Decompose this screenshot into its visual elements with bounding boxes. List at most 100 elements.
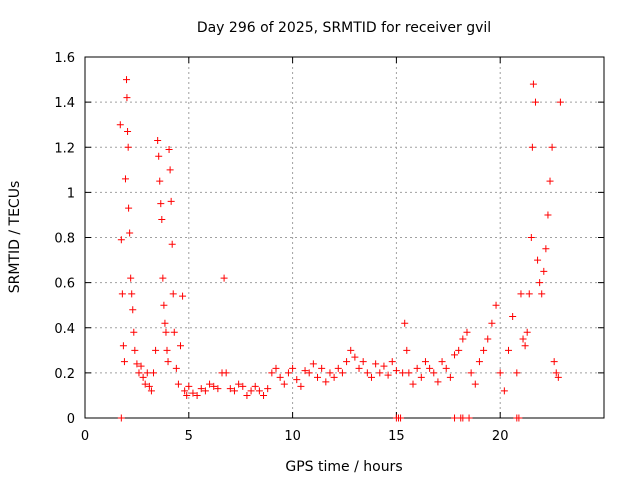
x-tick-label: 0 <box>81 429 89 444</box>
data-point <box>131 346 139 354</box>
data-point <box>162 328 170 336</box>
data-point <box>124 127 132 135</box>
data-point <box>322 378 330 386</box>
data-point <box>403 346 411 354</box>
data-point <box>546 177 554 185</box>
data-point <box>226 385 234 393</box>
data-point <box>189 389 197 397</box>
data-point <box>515 414 523 422</box>
data-point <box>179 292 187 300</box>
data-point <box>155 152 163 160</box>
data-point <box>117 236 125 244</box>
data-point <box>161 319 169 327</box>
data-point <box>154 136 162 144</box>
data-point <box>488 319 496 327</box>
data-point <box>392 367 400 375</box>
data-point <box>124 143 132 151</box>
chart-title: Day 296 of 2025, SRMTID for receiver gvi… <box>197 20 491 36</box>
data-point <box>426 364 434 372</box>
x-tick-label: 15 <box>388 429 405 444</box>
data-point <box>272 364 280 372</box>
data-point <box>169 290 177 298</box>
data-point <box>397 414 405 422</box>
data-point <box>128 290 136 298</box>
data-point <box>118 290 126 298</box>
data-point <box>480 346 488 354</box>
data-point <box>129 306 137 314</box>
data-point <box>160 301 168 309</box>
data-point <box>264 385 272 393</box>
data-point <box>152 346 160 354</box>
y-tick-label: 0.8 <box>54 232 75 247</box>
data-point <box>293 376 301 384</box>
data-point <box>484 335 492 343</box>
data-point <box>176 342 184 350</box>
data-point <box>133 360 141 368</box>
data-point <box>314 373 322 381</box>
data-point <box>343 358 351 366</box>
x-axis-label: GPS time / hours <box>285 459 402 475</box>
data-point <box>542 245 550 253</box>
data-point <box>183 391 191 399</box>
y-tick-label: 1.6 <box>54 51 75 66</box>
data-point <box>174 380 182 388</box>
data-point <box>164 358 172 366</box>
data-point <box>297 382 305 390</box>
data-point <box>355 364 363 372</box>
data-point <box>214 385 222 393</box>
data-point <box>430 369 438 377</box>
data-point <box>201 387 209 395</box>
y-axis-label: SRMTID / TECUs <box>7 181 23 294</box>
data-point <box>156 177 164 185</box>
data-point <box>251 382 259 390</box>
data-point <box>247 387 255 395</box>
data-point <box>172 364 180 372</box>
data-point <box>552 369 560 377</box>
data-point <box>363 369 371 377</box>
data-point <box>513 369 521 377</box>
y-tick-label: 1.4 <box>54 96 75 111</box>
data-point <box>534 256 542 264</box>
data-point <box>197 385 205 393</box>
data-point <box>230 387 238 395</box>
data-point <box>372 360 380 368</box>
data-point <box>505 346 513 354</box>
data-point <box>276 373 284 381</box>
data-point <box>438 358 446 366</box>
data-point <box>120 358 128 366</box>
y-tick-label: 0.2 <box>54 367 75 382</box>
data-point <box>496 369 504 377</box>
data-point <box>463 328 471 336</box>
data-point <box>548 143 556 151</box>
data-point <box>540 267 548 275</box>
y-tick-label: 0.4 <box>54 322 75 337</box>
x-axis-ticks: 0 5 10 15 20 <box>81 57 509 444</box>
data-point <box>417 373 425 381</box>
x-tick-label: 20 <box>492 429 509 444</box>
data-point <box>145 382 153 390</box>
data-point <box>465 414 473 422</box>
data-point <box>193 391 201 399</box>
data-point <box>168 240 176 248</box>
data-point <box>455 346 463 354</box>
data-point <box>147 387 155 395</box>
data-point <box>123 76 131 84</box>
data-point <box>255 387 263 395</box>
data-point <box>158 215 166 223</box>
data-point <box>399 369 407 377</box>
data-point <box>550 358 558 366</box>
data-point <box>301 367 309 375</box>
data-point <box>544 211 552 219</box>
data-point <box>409 380 417 388</box>
data-point <box>538 290 546 298</box>
data-point <box>268 369 276 377</box>
data-point <box>405 369 413 377</box>
data-point <box>338 369 346 377</box>
data-point <box>475 358 483 366</box>
grid <box>85 57 604 418</box>
data-point <box>451 414 459 422</box>
data-point <box>150 369 158 377</box>
data-point <box>525 290 533 298</box>
data-point <box>554 373 562 381</box>
